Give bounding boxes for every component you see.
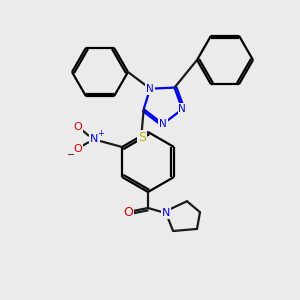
Text: N: N <box>162 208 170 218</box>
Text: O: O <box>123 206 133 220</box>
Text: N: N <box>178 104 186 114</box>
Text: O: O <box>74 144 82 154</box>
Text: +: + <box>98 128 104 137</box>
Text: N: N <box>146 84 154 94</box>
Text: −: − <box>67 150 75 160</box>
Text: N: N <box>159 119 167 129</box>
Text: O: O <box>74 122 82 132</box>
Text: S: S <box>138 131 146 144</box>
Text: N: N <box>90 134 98 144</box>
